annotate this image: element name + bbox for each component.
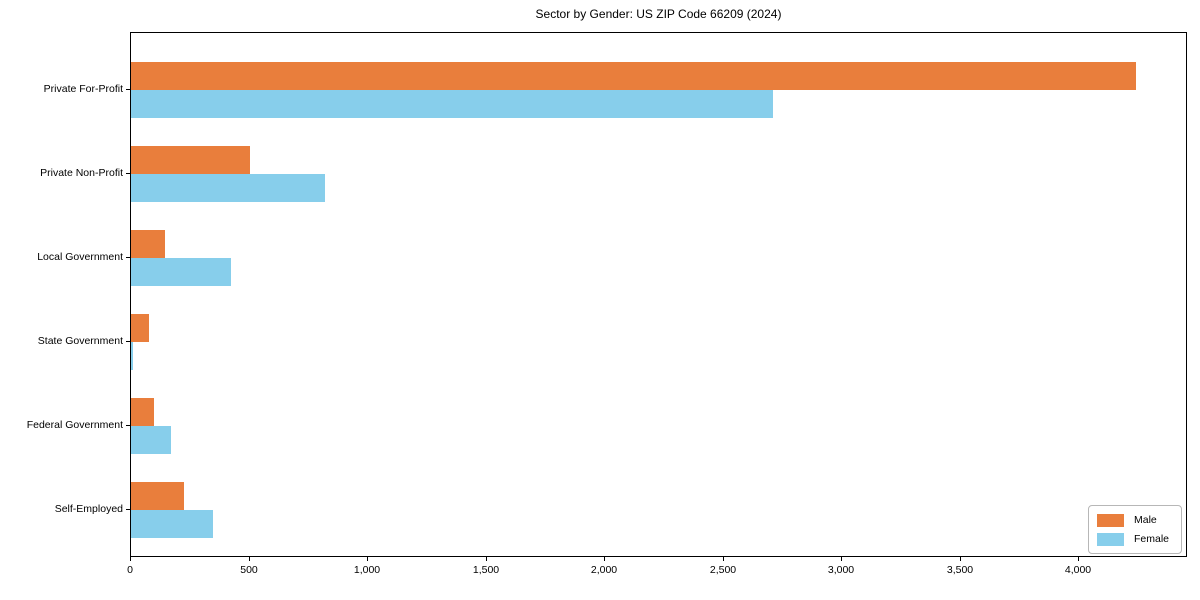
y-axis-tick [126,341,130,342]
x-axis-tick [367,557,368,561]
y-axis-tick [126,257,130,258]
x-axis-tick [1078,557,1079,561]
plot-area [130,32,1187,557]
bar-female-private-non-profit [131,174,325,202]
bar-female-private-for-profit [131,90,773,118]
legend-swatch-female [1097,532,1124,546]
x-axis-tick-label: 3,500 [946,564,974,576]
legend-swatch-male [1097,513,1124,527]
legend-label-male: Male [1134,514,1157,526]
y-axis-label-state-government: State Government [37,335,123,347]
y-axis-label-self-employed: Self-Employed [54,503,123,515]
x-axis-tick-label: 0 [127,564,133,576]
x-axis-tick-label: 1,000 [353,564,381,576]
bar-female-self-employed [131,510,213,538]
y-axis-tick [126,425,130,426]
bar-female-federal-government [131,426,171,454]
y-axis-label-private-non-profit: Private Non-Profit [40,167,123,179]
x-axis-tick-label: 500 [240,564,258,576]
x-axis-tick-label: 2,000 [590,564,618,576]
legend: Male Female [1088,505,1182,554]
x-axis-tick-label: 3,000 [827,564,855,576]
legend-item-female: Female [1097,532,1173,546]
y-axis-tick [126,509,130,510]
x-axis-tick [486,557,487,561]
x-axis-tick [249,557,250,561]
x-axis-tick [960,557,961,561]
bar-male-self-employed [131,482,184,510]
bar-female-state-government [131,342,133,370]
y-axis-tick [126,173,130,174]
x-axis-tick [604,557,605,561]
bar-male-private-non-profit [131,146,250,174]
x-axis-tick-label: 2,500 [709,564,737,576]
y-axis-label-local-government: Local Government [37,251,123,263]
x-axis-tick-label: 4,000 [1064,564,1092,576]
x-axis-tick [841,557,842,561]
x-axis-tick [723,557,724,561]
bar-male-federal-government [131,398,154,426]
bar-male-state-government [131,314,149,342]
y-axis-label-federal-government: Federal Government [26,419,123,431]
bar-male-local-government [131,230,165,258]
legend-item-male: Male [1097,513,1173,527]
y-axis-label-private-for-profit: Private For-Profit [43,83,123,95]
y-axis-tick [126,89,130,90]
chart-title: Sector by Gender: US ZIP Code 66209 (202… [535,7,782,21]
legend-label-female: Female [1134,533,1170,545]
x-axis-tick [130,557,131,561]
bar-male-private-for-profit [131,62,1136,90]
x-axis-tick-label: 1,500 [472,564,500,576]
bar-female-local-government [131,258,231,286]
